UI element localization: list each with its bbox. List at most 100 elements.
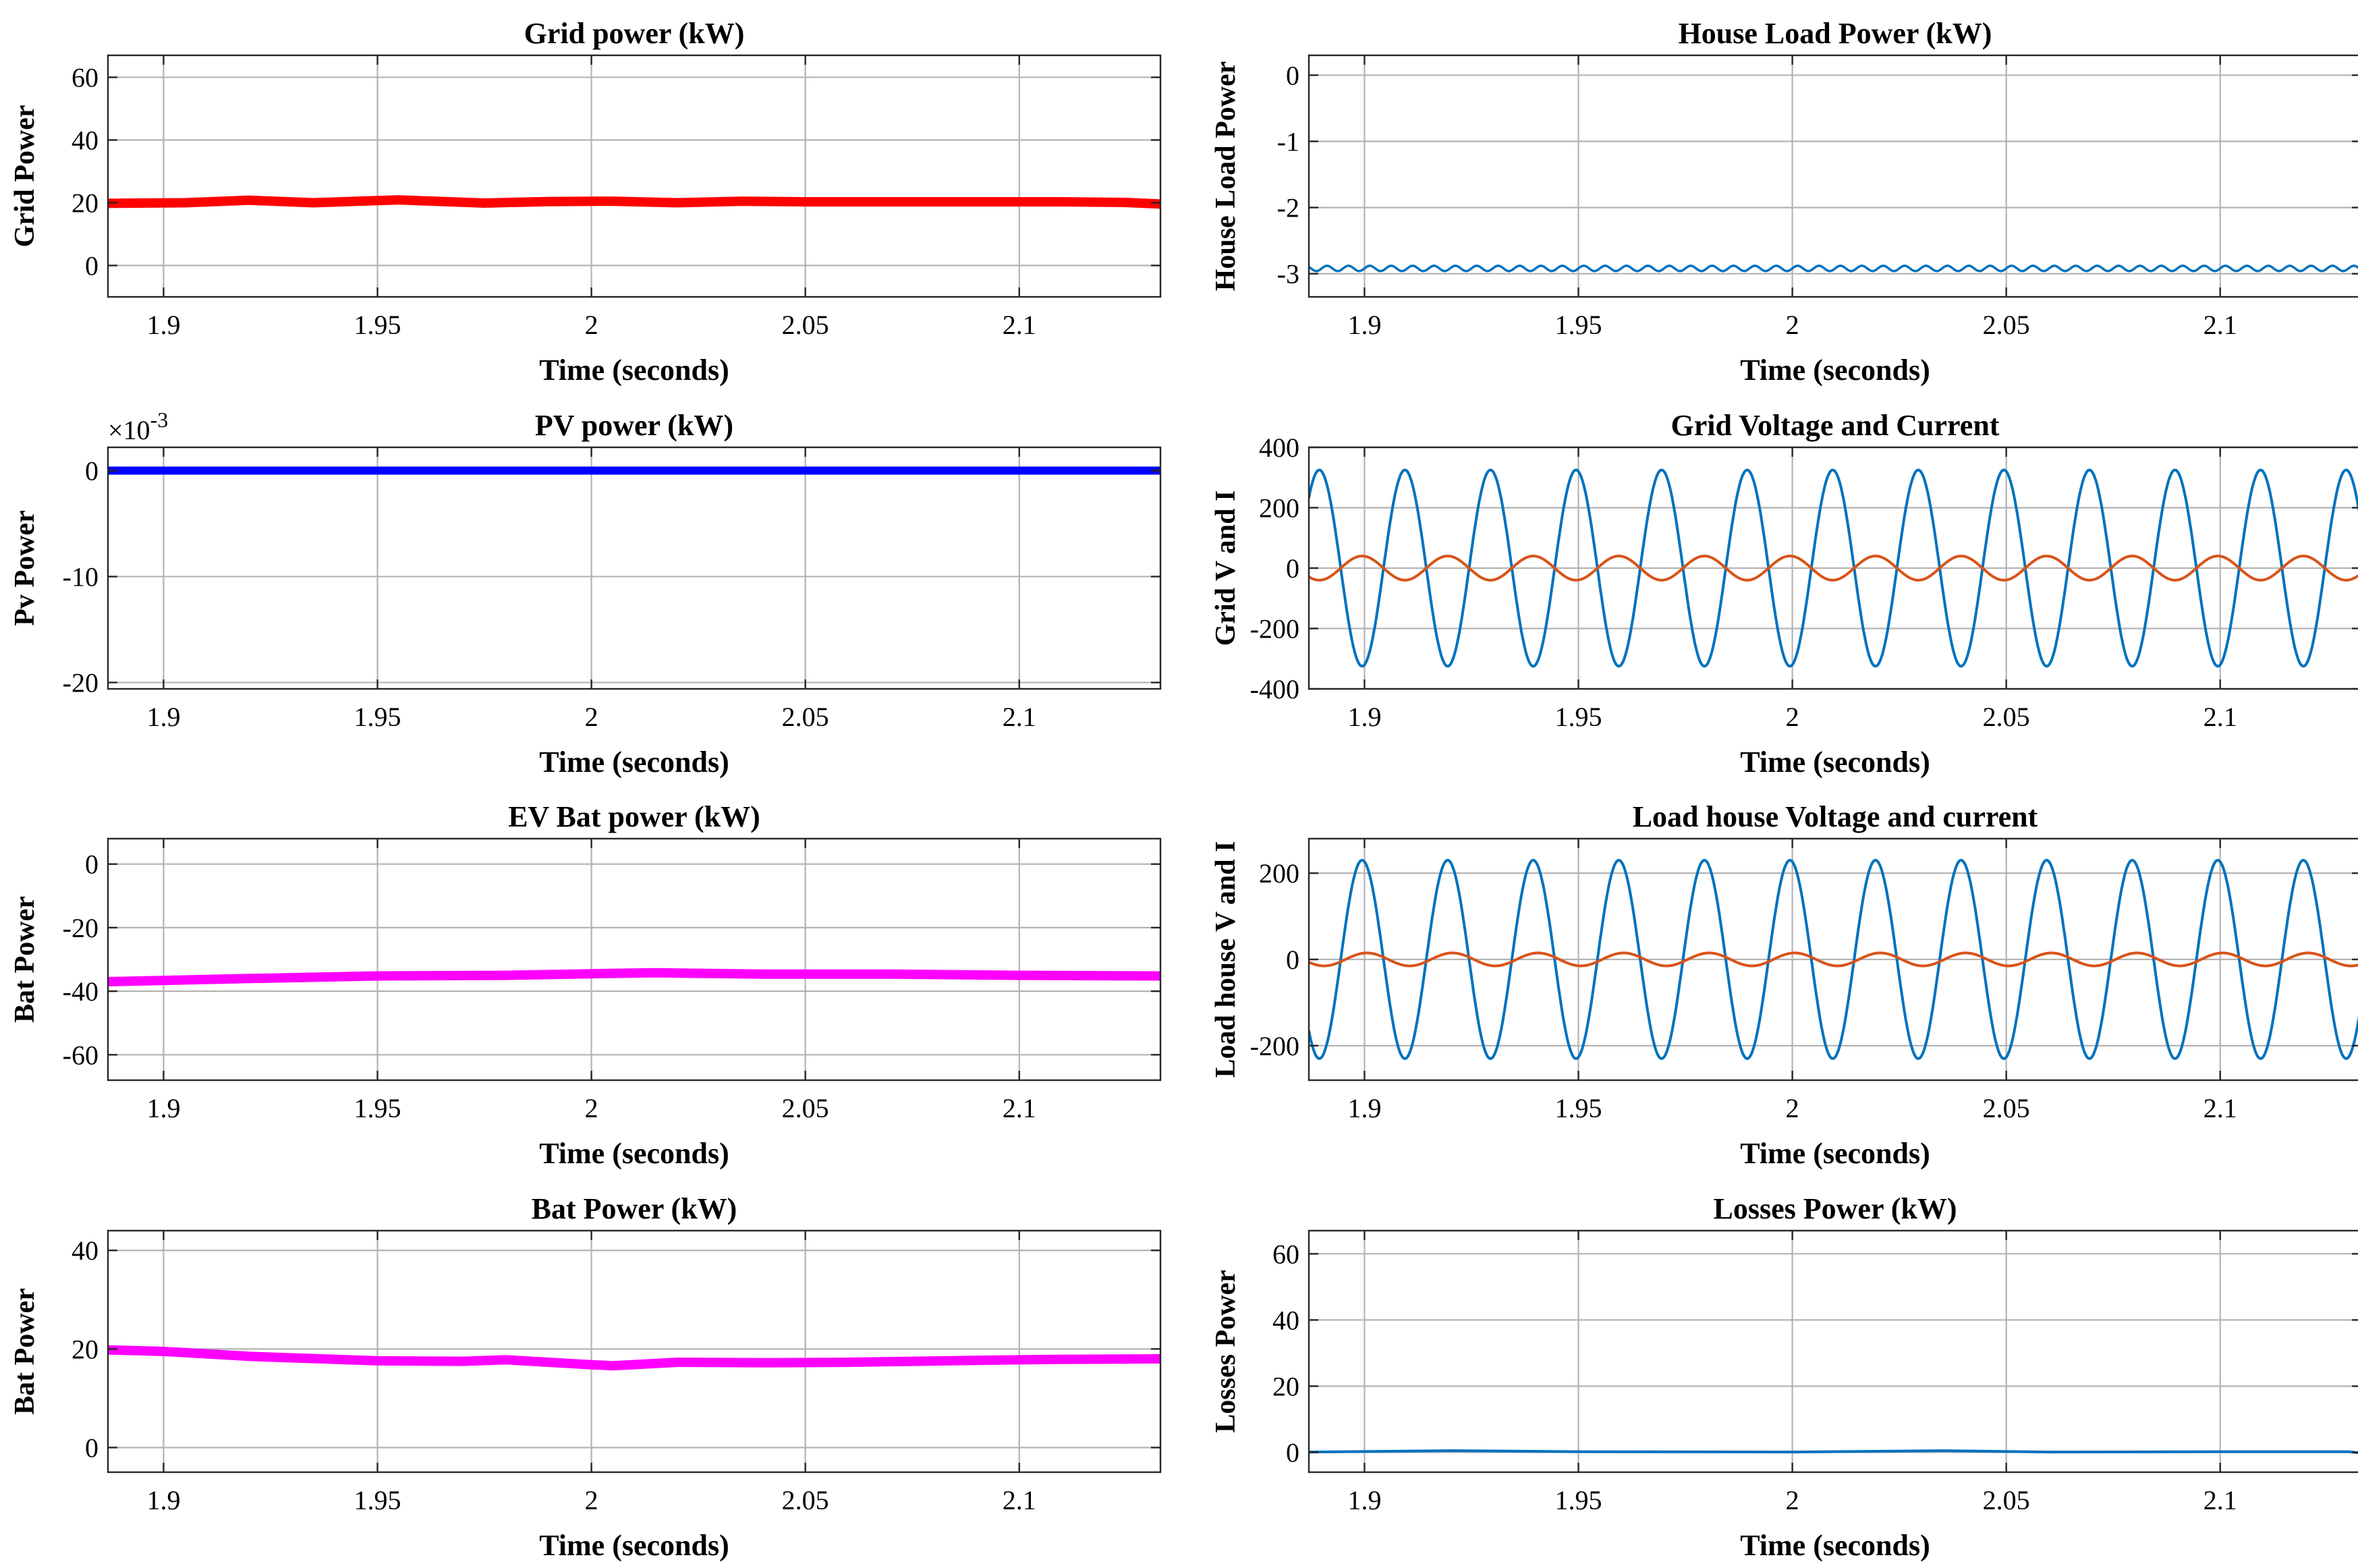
series-line-load-house-voltage: [1309, 859, 2358, 1060]
x-tick-label: 2: [1786, 310, 1799, 340]
x-tick-label: 2.05: [782, 1093, 829, 1123]
x-tick-label: 1.95: [1555, 702, 1602, 732]
x-tick-label: 2.05: [1983, 310, 2030, 340]
x-tick-label: 2.05: [1983, 1093, 2030, 1123]
chart-title: House Load Power (kW): [1679, 17, 1992, 50]
x-axis-label: Time (seconds): [1740, 354, 1930, 387]
y-tick-label: -1: [1277, 127, 1299, 157]
y-axis-label: Grid Power: [9, 105, 40, 247]
axes-box: [1308, 54, 2358, 298]
series-line-grid-current: [1309, 555, 2358, 582]
axes-box: [107, 446, 1162, 690]
x-tick-label: 1.95: [354, 1093, 401, 1123]
series-line-ev-bat-power: [108, 968, 1160, 986]
series-line-load-house-current: [1309, 951, 2358, 968]
x-axis-label: Time (seconds): [1740, 1137, 1930, 1170]
y-tick-label: 40: [72, 125, 99, 156]
chart-panel-bat-power: 1.9 1.95 2 2.05 2.1 0 20 40 Bat Power (kW) Time (…: [9, 1192, 1162, 1562]
x-axis-label: Time (seconds): [539, 1529, 729, 1562]
chart-panel-losses-power: 1.9 1.95 2 2.05 2.1 0 20 40 60 Losses Power (kW) T…: [1210, 1192, 2358, 1562]
axes-box: [1308, 1229, 2358, 1474]
y-tick-label: 20: [72, 188, 99, 219]
x-tick-label: 2.05: [782, 702, 829, 732]
x-tick-label: 2: [585, 310, 598, 340]
x-axis-label: Time (seconds): [539, 354, 729, 387]
y-tick-label: 0: [85, 1432, 99, 1463]
chart-title: Grid power (kW): [524, 17, 745, 50]
x-tick-label: 2.1: [1003, 1485, 1036, 1515]
x-tick-label: 2: [1786, 702, 1799, 732]
x-axis-label: Time (seconds): [539, 1137, 729, 1170]
x-tick-label: 2: [1786, 1485, 1799, 1515]
chart-panel-grid-voltage-current: 1.9 1.95 2 2.05 2.1 400 200 0 -200 -400 Grid Volta…: [1210, 409, 2358, 779]
y-tick-label: 60: [72, 63, 99, 93]
x-tick-label: 1.95: [354, 702, 401, 732]
x-tick-label: 2.1: [1003, 1093, 1036, 1123]
series-line-losses-power: [1309, 1449, 2358, 1455]
x-tick-label: 1.95: [354, 310, 401, 340]
axes-box: [107, 54, 1162, 298]
x-tick-label: 1.9: [146, 702, 180, 732]
y-tick-label: 200: [1259, 858, 1299, 889]
y-tick-label: 0: [1286, 1438, 1299, 1468]
x-tick-label: 1.9: [146, 1093, 180, 1123]
y-axis-label: Losses Power: [1210, 1270, 1241, 1432]
x-tick-label: 2.1: [1003, 702, 1036, 732]
x-tick-label: 1.9: [1347, 310, 1381, 340]
chart-panel-load-house-voltage-current: 1.9 1.95 2 2.05 2.1 200 0 -200 Load house Voltag…: [1210, 800, 2358, 1170]
y-tick-label: 400: [1259, 432, 1299, 463]
y-tick-label: -20: [63, 913, 99, 943]
series-line-grid-voltage: [1309, 468, 2358, 668]
x-tick-label: 2: [585, 702, 598, 732]
x-tick-label: 1.95: [1555, 310, 1602, 340]
y-tick-label: -40: [63, 976, 99, 1007]
y-tick-label: 60: [1272, 1239, 1299, 1269]
y-tick-label: -3: [1277, 259, 1299, 289]
x-tick-label: 1.95: [1555, 1093, 1602, 1123]
y-axis-label: Grid V and I: [1210, 491, 1241, 646]
x-tick-label: 2.05: [1983, 1485, 2030, 1515]
chart-panel-grid-power: 1.9 1.95 2 2.05 2.1 0 20 40 60 Grid power (kW) Tim…: [9, 17, 1162, 387]
x-tick-label: 2: [585, 1485, 598, 1515]
y-axis-label: Bat Power: [9, 896, 40, 1023]
axes-box: [107, 1229, 1162, 1474]
y-tick-label: -60: [63, 1040, 99, 1070]
y-tick-label: -200: [1250, 614, 1299, 644]
x-tick-label: 2: [1786, 1093, 1799, 1123]
y-axis-label: Load house V and I: [1210, 841, 1241, 1078]
x-tick-label: 1.9: [146, 1485, 180, 1515]
chart-title: Bat Power (kW): [532, 1192, 737, 1225]
y-tick-label: 20: [72, 1334, 99, 1364]
x-tick-label: 2.1: [2203, 310, 2237, 340]
y-axis-label: Bat Power: [9, 1288, 40, 1415]
x-tick-label: 1.95: [1555, 1485, 1602, 1515]
series-line-grid-power: [108, 195, 1160, 209]
x-tick-label: 2.05: [782, 310, 829, 340]
y-tick-label: 0: [1286, 60, 1299, 90]
y-tick-label: 0: [85, 251, 99, 281]
series-line-bat-power: [108, 1345, 1160, 1371]
y-tick-label: 0: [85, 456, 99, 486]
y-tick-label: -20: [63, 668, 99, 698]
y-tick-label: 200: [1259, 493, 1299, 524]
chart-panel-pv-power: 1.9 1.95 2 2.05 2.1 0 -10 -20 PV power (kW) Time …: [9, 408, 1162, 779]
x-tick-label: 1.9: [1347, 1093, 1381, 1123]
y-tick-label: 40: [72, 1235, 99, 1266]
y-axis-exponent-power: -3: [150, 408, 169, 432]
y-tick-label: 20: [1272, 1371, 1299, 1401]
y-tick-label: 0: [1286, 945, 1299, 975]
x-tick-label: 2.1: [2203, 1485, 2237, 1515]
x-tick-label: 2.05: [782, 1485, 829, 1515]
x-axis-label: Time (seconds): [539, 746, 729, 779]
y-tick-label: 40: [1272, 1305, 1299, 1335]
y-axis-label: Pv Power: [9, 510, 40, 625]
x-tick-label: 2: [585, 1093, 598, 1123]
y-tick-label: 0: [85, 849, 99, 880]
chart-title: EV Bat power (kW): [508, 800, 760, 833]
y-tick-label: -2: [1277, 193, 1299, 223]
y-axis-label: House Load Power: [1210, 61, 1241, 291]
x-tick-label: 1.9: [1347, 702, 1381, 732]
y-tick-label: -400: [1250, 674, 1299, 704]
